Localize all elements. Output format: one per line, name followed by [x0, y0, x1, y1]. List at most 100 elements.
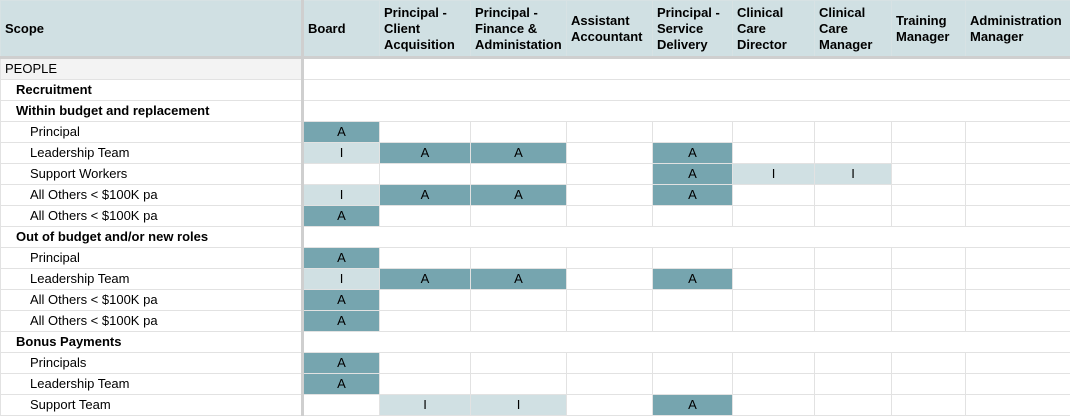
empty-cell[interactable] — [302, 100, 380, 122]
empty-cell[interactable] — [470, 373, 567, 395]
empty-cell[interactable] — [814, 226, 892, 248]
empty-cell[interactable] — [891, 121, 966, 143]
empty-cell[interactable] — [732, 184, 815, 206]
empty-cell[interactable] — [470, 289, 567, 311]
scope-header[interactable]: Scope — [0, 0, 304, 59]
role-header[interactable]: Clinical Care Director — [732, 0, 815, 59]
empty-cell[interactable] — [891, 57, 966, 80]
accountable-cell[interactable]: A — [379, 184, 471, 206]
empty-cell[interactable] — [566, 100, 653, 122]
empty-cell[interactable] — [379, 163, 471, 185]
empty-cell[interactable] — [965, 268, 1070, 290]
empty-cell[interactable] — [814, 373, 892, 395]
empty-cell[interactable] — [891, 394, 966, 416]
empty-cell[interactable] — [302, 394, 380, 416]
accountable-cell[interactable]: A — [470, 184, 567, 206]
informed-cell[interactable]: I — [302, 184, 380, 206]
accountable-cell[interactable]: A — [302, 247, 380, 269]
empty-cell[interactable] — [965, 79, 1070, 101]
empty-cell[interactable] — [379, 352, 471, 374]
empty-cell[interactable] — [732, 331, 815, 353]
accountable-cell[interactable]: A — [652, 142, 733, 164]
empty-cell[interactable] — [732, 205, 815, 227]
empty-cell[interactable] — [566, 331, 653, 353]
empty-cell[interactable] — [891, 247, 966, 269]
empty-cell[interactable] — [732, 352, 815, 374]
empty-cell[interactable] — [732, 289, 815, 311]
empty-cell[interactable] — [814, 268, 892, 290]
empty-cell[interactable] — [566, 79, 653, 101]
empty-cell[interactable] — [302, 79, 380, 101]
role-header[interactable]: Principal - Service Delivery — [652, 0, 733, 59]
empty-cell[interactable] — [732, 268, 815, 290]
empty-cell[interactable] — [814, 289, 892, 311]
empty-cell[interactable] — [965, 142, 1070, 164]
empty-cell[interactable] — [566, 394, 653, 416]
informed-cell[interactable]: I — [379, 394, 471, 416]
empty-cell[interactable] — [379, 121, 471, 143]
empty-cell[interactable] — [732, 373, 815, 395]
empty-cell[interactable] — [965, 163, 1070, 185]
empty-cell[interactable] — [652, 310, 733, 332]
empty-cell[interactable] — [379, 247, 471, 269]
scope-cell[interactable]: Principals — [0, 352, 304, 374]
empty-cell[interactable] — [652, 373, 733, 395]
scope-cell[interactable]: Leadership Team — [0, 373, 304, 395]
accountable-cell[interactable]: A — [652, 394, 733, 416]
empty-cell[interactable] — [814, 100, 892, 122]
accountable-cell[interactable]: A — [379, 268, 471, 290]
empty-cell[interactable] — [891, 142, 966, 164]
empty-cell[interactable] — [566, 310, 653, 332]
role-header[interactable]: Training Manager — [891, 0, 966, 59]
empty-cell[interactable] — [379, 205, 471, 227]
empty-cell[interactable] — [965, 226, 1070, 248]
empty-cell[interactable] — [652, 57, 733, 80]
accountable-cell[interactable]: A — [652, 184, 733, 206]
scope-cell[interactable]: PEOPLE — [0, 57, 304, 80]
empty-cell[interactable] — [965, 184, 1070, 206]
empty-cell[interactable] — [965, 394, 1070, 416]
informed-cell[interactable]: I — [302, 142, 380, 164]
scope-cell[interactable]: Principal — [0, 247, 304, 269]
empty-cell[interactable] — [965, 121, 1070, 143]
empty-cell[interactable] — [470, 247, 567, 269]
informed-cell[interactable]: I — [302, 268, 380, 290]
empty-cell[interactable] — [965, 310, 1070, 332]
empty-cell[interactable] — [652, 121, 733, 143]
empty-cell[interactable] — [814, 205, 892, 227]
empty-cell[interactable] — [814, 79, 892, 101]
empty-cell[interactable] — [470, 163, 567, 185]
empty-cell[interactable] — [732, 226, 815, 248]
empty-cell[interactable] — [566, 163, 653, 185]
empty-cell[interactable] — [965, 373, 1070, 395]
empty-cell[interactable] — [470, 226, 567, 248]
empty-cell[interactable] — [814, 184, 892, 206]
empty-cell[interactable] — [891, 79, 966, 101]
empty-cell[interactable] — [891, 205, 966, 227]
empty-cell[interactable] — [470, 310, 567, 332]
empty-cell[interactable] — [379, 100, 471, 122]
empty-cell[interactable] — [566, 373, 653, 395]
empty-cell[interactable] — [566, 184, 653, 206]
empty-cell[interactable] — [732, 247, 815, 269]
scope-cell[interactable]: All Others < $100K pa — [0, 184, 304, 206]
empty-cell[interactable] — [470, 100, 567, 122]
accountable-cell[interactable]: A — [302, 373, 380, 395]
empty-cell[interactable] — [652, 331, 733, 353]
empty-cell[interactable] — [965, 289, 1070, 311]
accountable-cell[interactable]: A — [470, 268, 567, 290]
empty-cell[interactable] — [566, 268, 653, 290]
accountable-cell[interactable]: A — [652, 163, 733, 185]
empty-cell[interactable] — [814, 121, 892, 143]
empty-cell[interactable] — [732, 57, 815, 80]
empty-cell[interactable] — [652, 247, 733, 269]
role-header[interactable]: Principal - Client Acquisition — [379, 0, 471, 59]
empty-cell[interactable] — [379, 310, 471, 332]
accountable-cell[interactable]: A — [302, 289, 380, 311]
empty-cell[interactable] — [814, 394, 892, 416]
role-header[interactable]: Clinical Care Manager — [814, 0, 892, 59]
scope-cell[interactable]: Support Team — [0, 394, 304, 416]
empty-cell[interactable] — [965, 57, 1070, 80]
empty-cell[interactable] — [814, 57, 892, 80]
empty-cell[interactable] — [470, 79, 567, 101]
